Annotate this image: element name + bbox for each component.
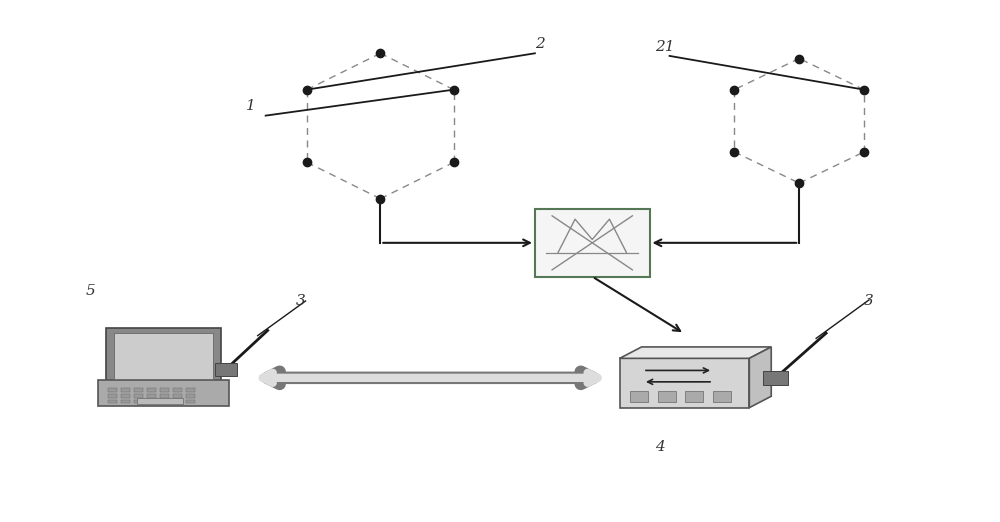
Text: 4: 4: [655, 440, 664, 454]
Text: 21: 21: [655, 40, 674, 54]
Bar: [108, 400, 117, 404]
Bar: [173, 394, 182, 398]
Text: 3: 3: [296, 294, 305, 308]
Bar: [630, 391, 648, 402]
Bar: [147, 388, 156, 392]
Bar: [134, 394, 143, 398]
Bar: [137, 398, 183, 404]
Bar: [106, 328, 221, 383]
Bar: [160, 388, 169, 392]
Bar: [160, 400, 169, 404]
Polygon shape: [620, 359, 749, 408]
Bar: [121, 394, 130, 398]
Text: 1: 1: [246, 99, 255, 113]
Bar: [147, 400, 156, 404]
Bar: [658, 391, 676, 402]
Bar: [114, 333, 213, 379]
Bar: [134, 388, 143, 392]
Bar: [108, 394, 117, 398]
Text: 5: 5: [86, 284, 96, 298]
Bar: [535, 209, 650, 277]
Bar: [173, 388, 182, 392]
Bar: [121, 388, 130, 392]
Bar: [186, 394, 195, 398]
Bar: [160, 394, 169, 398]
Polygon shape: [749, 347, 771, 408]
Bar: [685, 391, 703, 402]
Bar: [713, 391, 731, 402]
Bar: [215, 363, 237, 376]
Bar: [173, 400, 182, 404]
Bar: [98, 381, 229, 407]
Text: 3: 3: [864, 294, 874, 308]
Bar: [147, 394, 156, 398]
Polygon shape: [620, 347, 771, 359]
Bar: [186, 388, 195, 392]
Bar: [108, 388, 117, 392]
Bar: [134, 400, 143, 404]
Text: 2: 2: [535, 37, 545, 51]
Bar: [763, 371, 788, 385]
Bar: [186, 400, 195, 404]
Bar: [121, 400, 130, 404]
